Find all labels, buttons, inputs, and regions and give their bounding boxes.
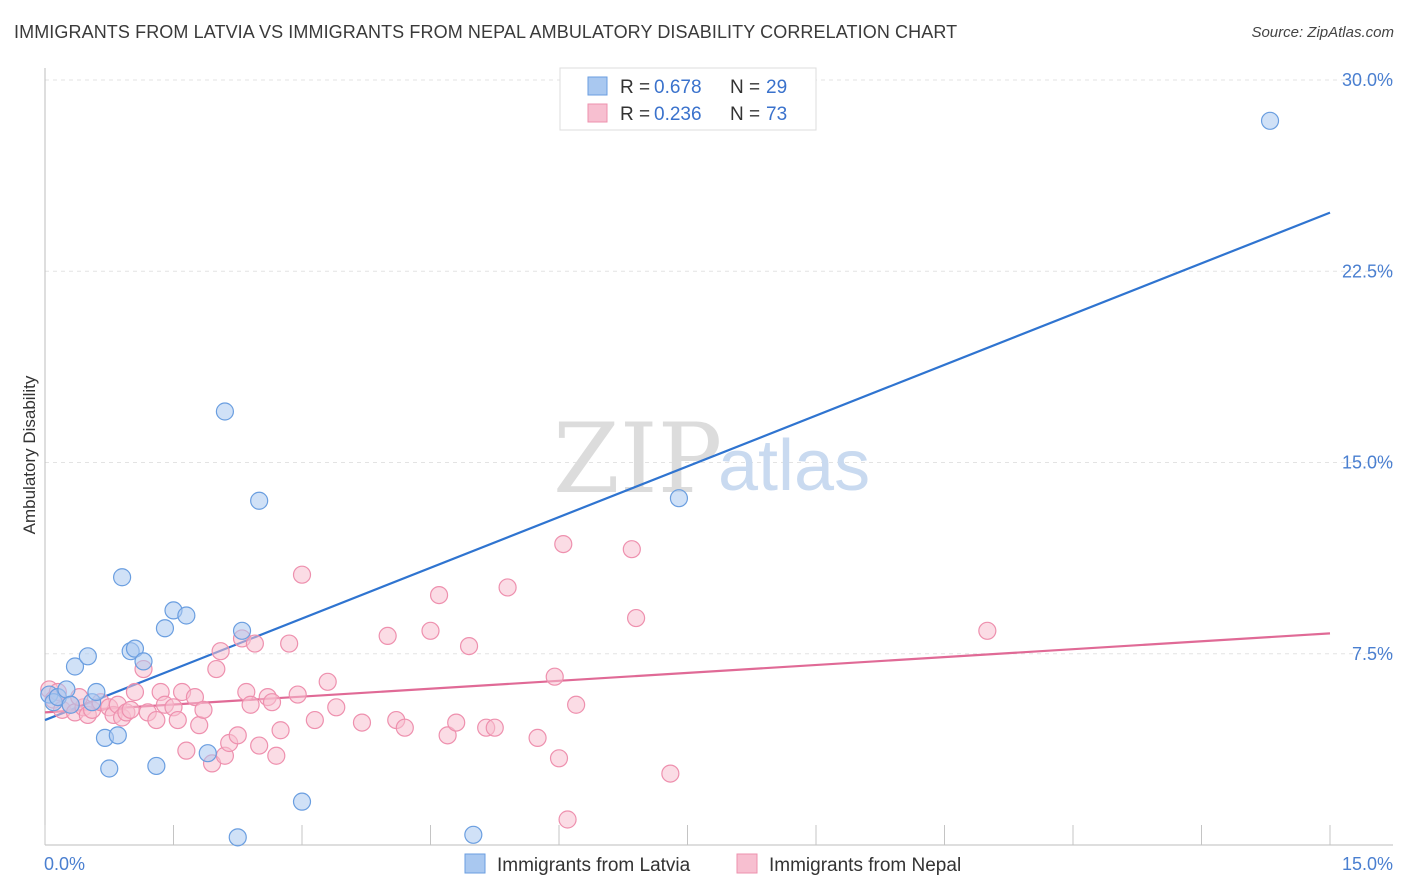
point-latvia-6: [78, 647, 97, 666]
point-nepal-67: [626, 608, 646, 628]
bottom-legend-swatch-latvia: [464, 853, 486, 874]
y-tick-label-2: 22.5%: [1342, 261, 1393, 281]
point-latvia-22: [228, 828, 247, 847]
point-latvia-20: [198, 744, 217, 763]
point-nepal-53: [429, 585, 449, 605]
point-latvia-28: [1260, 111, 1280, 130]
point-nepal-26: [194, 700, 213, 719]
watermark-zip: ZIP: [553, 403, 722, 515]
point-latvia-12: [112, 568, 132, 587]
point-nepal-56: [459, 636, 479, 656]
source-credit: Source: ZipAtlas.com: [1251, 24, 1394, 41]
point-nepal-17: [147, 710, 166, 730]
points-layer: [40, 111, 1280, 847]
point-latvia-27: [669, 489, 689, 508]
legend-r-value-nepal: 0.236: [654, 104, 702, 125]
point-nepal-25: [190, 716, 209, 735]
point-latvia-24: [250, 491, 269, 510]
point-latvia-17: [155, 619, 175, 638]
point-latvia-5: [65, 657, 85, 676]
point-nepal-44: [292, 565, 312, 584]
point-nepal-51: [395, 718, 414, 737]
legend-n-value-latvia: 29: [766, 77, 787, 98]
point-nepal-23: [177, 741, 196, 760]
watermark-atlas: atlas: [718, 426, 870, 506]
point-nepal-52: [421, 621, 440, 640]
point-nepal-42: [280, 634, 299, 653]
point-latvia-23: [232, 621, 252, 640]
point-nepal-66: [622, 540, 641, 559]
legend-r-label-latvia: R =: [620, 77, 650, 98]
point-nepal-47: [327, 698, 346, 717]
top-legend: R = 0.678 N = 29 R = 0.236 N = 73: [559, 67, 817, 131]
bottom-legend-label-latvia: Immigrants from Latvia: [497, 855, 691, 876]
point-latvia-14: [125, 639, 145, 658]
point-nepal-46: [318, 672, 337, 691]
point-latvia-26: [464, 825, 483, 844]
point-nepal-37: [250, 736, 269, 755]
axis-layer: [44, 68, 1393, 846]
point-nepal-65: [567, 695, 586, 714]
point-nepal-24: [185, 687, 205, 707]
y-tick-label-0: 7.5%: [1352, 644, 1393, 664]
legend-swatch-nepal: [587, 103, 608, 123]
legend-n-value-nepal: 73: [766, 104, 787, 125]
y-tick-labels: 7.5% 15.0% 22.5% 30.0%: [1342, 70, 1393, 664]
point-latvia-8: [87, 682, 106, 702]
point-latvia-19: [177, 606, 196, 625]
point-latvia-11: [108, 726, 127, 745]
point-nepal-32: [228, 726, 247, 745]
point-nepal-41: [271, 721, 290, 740]
y-tick-label-1: 15.0%: [1342, 453, 1393, 473]
point-nepal-35: [241, 695, 260, 714]
point-nepal-54: [438, 726, 457, 745]
point-latvia-10: [100, 759, 119, 778]
legend-n-label-latvia: N =: [730, 77, 760, 98]
point-nepal-28: [207, 659, 226, 679]
point-nepal-21: [168, 710, 187, 730]
point-nepal-61: [545, 667, 564, 686]
point-nepal-69: [978, 621, 997, 640]
point-nepal-59: [498, 578, 517, 597]
point-latvia-16: [147, 756, 166, 776]
point-nepal-58: [485, 718, 504, 737]
legend-r-label-nepal: R =: [620, 104, 650, 125]
point-nepal-39: [262, 693, 282, 712]
point-nepal-64: [558, 810, 577, 829]
legend-r-value-latvia: 0.678: [654, 77, 702, 98]
grid-layer: [45, 79, 1393, 655]
point-nepal-40: [267, 746, 286, 765]
trend-line-latvia: [44, 211, 1331, 722]
x-tick-label-min: 0.0%: [44, 854, 85, 874]
point-nepal-29: [211, 642, 230, 661]
point-nepal-72: [121, 700, 140, 719]
point-latvia-4: [61, 695, 80, 714]
point-nepal-43: [288, 685, 307, 704]
point-nepal-48: [352, 713, 372, 732]
point-nepal-14: [125, 682, 145, 702]
point-nepal-63: [554, 534, 573, 554]
y-tick-label-3: 30.0%: [1342, 70, 1393, 90]
point-latvia-25: [292, 792, 312, 811]
bottom-legend: Immigrants from Latvia Immigrants from N…: [464, 853, 961, 876]
point-nepal-68: [661, 764, 680, 783]
legend-n-label-nepal: N =: [730, 104, 760, 125]
point-nepal-60: [528, 728, 547, 748]
chart-title: IMMIGRANTS FROM LATVIA VS IMMIGRANTS FRO…: [14, 22, 958, 42]
point-nepal-45: [305, 710, 324, 730]
point-latvia-21: [215, 402, 234, 421]
bottom-legend-swatch-nepal: [736, 853, 758, 874]
point-nepal-55: [447, 713, 466, 732]
point-nepal-62: [549, 749, 569, 768]
legend-swatch-latvia: [587, 76, 608, 96]
point-nepal-49: [378, 626, 397, 646]
bottom-legend-label-nepal: Immigrants from Nepal: [769, 855, 961, 876]
point-latvia-15: [134, 652, 153, 671]
point-latvia-3: [57, 680, 76, 699]
point-nepal-36: [245, 634, 264, 653]
y-axis-label: Ambulatory Disability: [20, 375, 39, 534]
x-tick-label-max: 15.0%: [1342, 854, 1393, 874]
